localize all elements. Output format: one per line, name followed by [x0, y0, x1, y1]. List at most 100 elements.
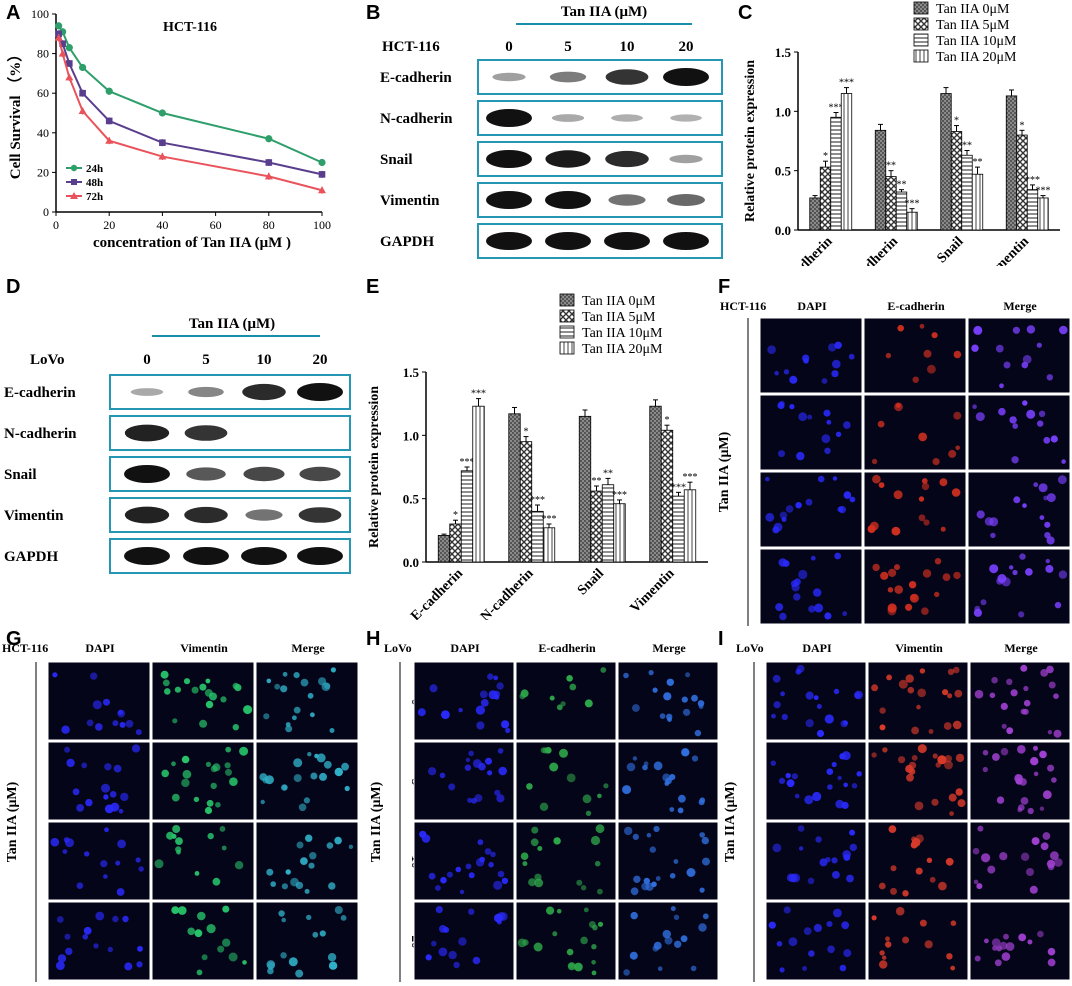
legend-swatch	[559, 309, 575, 323]
cell	[953, 350, 962, 359]
cell	[976, 510, 985, 519]
cell	[125, 719, 134, 728]
cell	[104, 804, 114, 814]
cell	[991, 938, 1001, 947]
cell	[677, 807, 684, 814]
data-point-72h	[105, 136, 114, 144]
cell	[945, 857, 954, 866]
micrograph-e-cadherin-10	[863, 471, 967, 548]
cell	[816, 704, 822, 709]
cell	[888, 825, 897, 833]
cell	[914, 801, 924, 811]
cell	[468, 908, 475, 915]
cell	[319, 930, 326, 937]
bar-e-cadherin-0	[437, 534, 451, 563]
cell	[136, 961, 143, 968]
cell	[828, 343, 837, 352]
cell	[109, 791, 117, 798]
cell	[1025, 568, 1033, 576]
cell	[989, 517, 999, 527]
blot-band	[492, 72, 526, 82]
cell	[85, 798, 93, 807]
cell	[819, 858, 828, 867]
cell	[984, 938, 989, 944]
cell	[1030, 757, 1039, 766]
channel-label-dapi: DAPI	[450, 641, 480, 655]
cell	[653, 761, 663, 771]
cell	[584, 699, 593, 708]
cell	[839, 964, 847, 972]
cell	[57, 954, 67, 963]
panel-label-h: H	[366, 628, 381, 650]
cell	[1043, 436, 1051, 444]
cell	[280, 952, 287, 959]
cell	[681, 696, 688, 703]
cell	[989, 564, 999, 574]
legend-swatch	[913, 17, 929, 31]
data-point-48h	[159, 139, 166, 146]
cell	[210, 765, 218, 773]
cell	[329, 728, 335, 733]
data-point-48h	[105, 117, 113, 125]
cell	[281, 917, 287, 923]
legend-marker	[71, 179, 77, 185]
category-label-snail: Snail	[575, 566, 607, 598]
cell	[566, 773, 576, 783]
cell	[1054, 601, 1062, 609]
cell	[949, 811, 954, 816]
cell	[1022, 503, 1027, 508]
blot-band	[670, 114, 702, 122]
y-tick-label: 1.0	[775, 104, 791, 119]
cell	[824, 447, 831, 454]
cell	[974, 955, 981, 962]
cell	[50, 837, 60, 847]
significance-mark: ***	[671, 482, 686, 493]
significance-mark: ***	[839, 78, 854, 89]
panel-label-d: D	[6, 276, 21, 298]
cell	[698, 704, 704, 709]
cell	[653, 825, 660, 833]
cell	[972, 847, 980, 855]
channel-label-merge: Merge	[1003, 299, 1037, 313]
cell	[832, 359, 841, 369]
cell	[649, 846, 656, 853]
bar-snail-3	[613, 503, 626, 563]
legend-label: 24h	[86, 163, 103, 175]
cell	[894, 585, 903, 594]
cell	[522, 939, 529, 946]
cell	[879, 950, 885, 956]
cell	[171, 793, 180, 802]
cell	[112, 720, 119, 727]
dose-label-20: 20	[679, 39, 694, 55]
legend-marker	[70, 192, 78, 199]
cell	[475, 705, 485, 715]
cell	[1042, 832, 1051, 840]
cell	[458, 707, 463, 713]
cell	[813, 695, 819, 701]
data-point-24h	[265, 135, 273, 143]
cell	[1026, 409, 1036, 419]
cell	[553, 837, 561, 845]
cell	[795, 502, 802, 509]
significance-mark: *	[1020, 120, 1025, 131]
series-line-24h	[57, 25, 323, 164]
cell	[630, 911, 638, 920]
cell	[981, 853, 991, 863]
cell	[100, 860, 108, 868]
cell	[95, 723, 103, 731]
cell	[496, 682, 504, 690]
cell	[919, 919, 927, 927]
cell	[823, 409, 831, 417]
cell	[522, 861, 528, 867]
cell	[580, 885, 587, 891]
category-label-n-cadherin: N-cadherin	[843, 234, 902, 266]
cell	[1001, 723, 1007, 729]
cell	[225, 768, 232, 776]
cell	[955, 445, 960, 451]
cell	[117, 709, 126, 718]
cell	[316, 753, 326, 763]
cell	[1046, 493, 1056, 503]
cell	[66, 758, 75, 768]
cell	[770, 760, 776, 766]
dose-label-10: 10	[257, 352, 272, 368]
